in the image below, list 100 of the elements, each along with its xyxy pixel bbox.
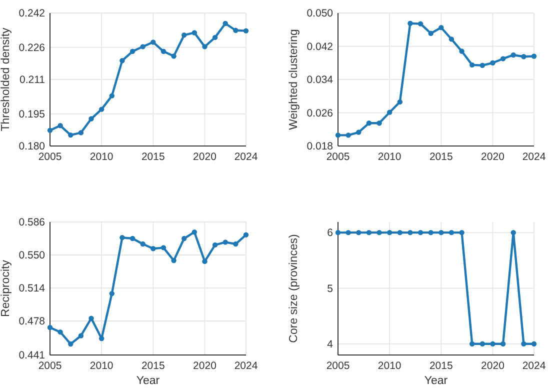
y-tick-label: 6 bbox=[327, 227, 334, 240]
x-tick-label: 2010 bbox=[378, 360, 402, 372]
x-tick-label: 2020 bbox=[193, 360, 217, 372]
y-tick-label: 0.550 bbox=[18, 250, 46, 262]
point bbox=[140, 44, 146, 50]
y-tick-label: 0.050 bbox=[306, 8, 334, 20]
x-tick-label: 2024 bbox=[522, 360, 546, 372]
x-tick-label: 2020 bbox=[193, 151, 217, 163]
point bbox=[202, 258, 208, 264]
x-tick-label: 2024 bbox=[522, 151, 546, 163]
point bbox=[531, 54, 537, 59]
point bbox=[233, 241, 238, 247]
x-tick-label: 2005 bbox=[38, 360, 62, 372]
point bbox=[150, 40, 156, 45]
point bbox=[192, 229, 198, 235]
point bbox=[428, 30, 434, 36]
x-tick-label: 2020 bbox=[481, 360, 505, 372]
point bbox=[182, 32, 187, 38]
point bbox=[88, 116, 94, 122]
y-axis-title: Reciprocity bbox=[0, 260, 12, 317]
y-tick-label: 0.026 bbox=[306, 107, 334, 120]
point bbox=[480, 62, 486, 68]
point bbox=[192, 30, 198, 36]
point bbox=[222, 20, 228, 26]
y-axis-title: Core size (provinces) bbox=[288, 234, 300, 343]
point bbox=[58, 329, 63, 335]
y-tick-label: 4 bbox=[327, 338, 334, 351]
x-axis-title: Year bbox=[136, 375, 160, 387]
point bbox=[500, 56, 506, 62]
point bbox=[78, 333, 84, 338]
point bbox=[98, 336, 104, 342]
point bbox=[140, 241, 146, 247]
point bbox=[376, 120, 382, 126]
y-tick-label: 0.586 bbox=[18, 216, 46, 229]
point bbox=[130, 48, 136, 54]
point bbox=[58, 123, 63, 128]
point bbox=[212, 242, 218, 248]
y-tick-label: 0.242 bbox=[18, 8, 46, 20]
x-tick-label: 2015 bbox=[429, 360, 453, 372]
point bbox=[150, 246, 156, 252]
point bbox=[182, 236, 187, 242]
y-tick-label: 0.042 bbox=[306, 40, 334, 53]
y-tick-label: 0.034 bbox=[306, 74, 334, 86]
point bbox=[68, 132, 74, 138]
point bbox=[448, 36, 454, 42]
point bbox=[243, 28, 249, 34]
point bbox=[109, 290, 114, 296]
x-tick-label: 2015 bbox=[141, 360, 165, 372]
point bbox=[171, 54, 176, 59]
point bbox=[459, 48, 464, 54]
x-tick-label: 2010 bbox=[378, 151, 402, 163]
y-tick-label: 0.441 bbox=[18, 350, 46, 362]
y-tick-label: 0.018 bbox=[306, 140, 334, 153]
x-tick-label: 2015 bbox=[141, 151, 165, 163]
x-tick-label: 2005 bbox=[326, 151, 350, 163]
point bbox=[222, 240, 228, 245]
x-tick-label: 2020 bbox=[481, 151, 505, 163]
point bbox=[243, 232, 249, 238]
point bbox=[202, 44, 208, 50]
y-tick-label: 0.514 bbox=[18, 282, 46, 295]
point bbox=[438, 24, 444, 30]
y-tick-label: 0.211 bbox=[20, 74, 46, 86]
point bbox=[78, 130, 84, 136]
point bbox=[130, 236, 136, 242]
point bbox=[386, 110, 392, 115]
point bbox=[47, 128, 53, 133]
point bbox=[510, 52, 516, 58]
point bbox=[160, 245, 166, 250]
point bbox=[68, 341, 74, 347]
point bbox=[109, 93, 114, 98]
point bbox=[346, 132, 351, 138]
point bbox=[490, 60, 496, 66]
point bbox=[47, 324, 53, 330]
point bbox=[366, 120, 372, 126]
y-tick-label: 5 bbox=[327, 282, 334, 295]
point bbox=[120, 234, 125, 240]
point bbox=[335, 132, 341, 138]
x-tick-label: 2024 bbox=[234, 360, 258, 372]
point bbox=[356, 130, 362, 135]
x-tick-label: 2005 bbox=[38, 151, 62, 163]
point bbox=[98, 106, 104, 112]
x-tick-label: 2010 bbox=[90, 360, 114, 372]
y-axis-title: Weighted clustering bbox=[288, 29, 300, 130]
y-axis-title: Thresholded density bbox=[0, 27, 12, 132]
point bbox=[233, 28, 238, 33]
point bbox=[521, 54, 526, 60]
x-tick-label: 2005 bbox=[326, 360, 350, 372]
y-tick-label: 0.195 bbox=[18, 108, 46, 120]
point bbox=[397, 99, 402, 105]
point bbox=[88, 316, 94, 321]
y-tick-label: 0.478 bbox=[18, 316, 46, 328]
x-axis-title: Year bbox=[424, 375, 448, 387]
y-tick-label: 0.180 bbox=[18, 140, 46, 153]
point bbox=[470, 62, 475, 68]
point bbox=[408, 20, 413, 26]
x-tick-label: 2015 bbox=[429, 151, 453, 163]
point bbox=[418, 21, 424, 26]
point bbox=[160, 48, 166, 54]
point bbox=[212, 34, 218, 40]
x-tick-label: 2010 bbox=[90, 151, 114, 163]
